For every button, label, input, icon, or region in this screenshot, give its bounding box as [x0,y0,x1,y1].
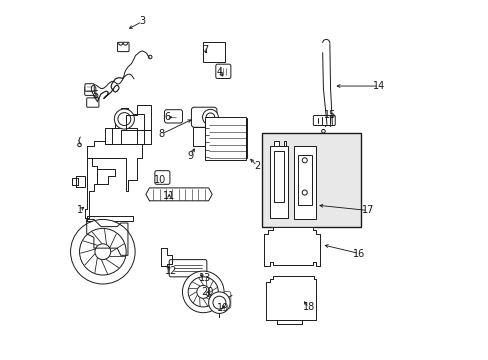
Circle shape [70,220,135,284]
Text: 2: 2 [253,161,260,171]
Text: 18: 18 [302,302,315,312]
Bar [270,146,287,218]
Text: 8: 8 [158,129,164,139]
Bar [192,127,214,146]
Bar [293,146,315,220]
Circle shape [114,109,134,129]
Bar [262,134,360,226]
Text: 6: 6 [164,112,170,122]
Polygon shape [121,130,151,144]
Text: 20: 20 [202,287,214,297]
Text: 17: 17 [361,206,374,216]
Bar [273,151,284,202]
Circle shape [182,271,224,313]
Text: 4: 4 [217,67,223,77]
Polygon shape [86,216,133,221]
Text: 15: 15 [324,110,336,120]
FancyBboxPatch shape [191,107,217,127]
FancyBboxPatch shape [155,171,169,184]
FancyBboxPatch shape [215,64,230,78]
Circle shape [95,244,110,260]
Text: 14: 14 [372,81,385,91]
FancyBboxPatch shape [117,42,129,51]
Polygon shape [265,276,316,320]
Polygon shape [86,128,142,191]
Text: 5: 5 [92,90,98,100]
FancyBboxPatch shape [313,116,335,126]
Text: 12: 12 [164,266,177,276]
Text: 9: 9 [187,150,193,161]
Polygon shape [104,108,144,144]
Polygon shape [145,188,212,201]
Polygon shape [86,220,128,255]
FancyBboxPatch shape [85,84,94,91]
Polygon shape [76,176,85,187]
Circle shape [208,292,230,314]
Circle shape [196,285,209,298]
Bar [203,42,224,62]
Bar [204,117,246,160]
FancyBboxPatch shape [86,98,99,107]
FancyBboxPatch shape [169,260,206,277]
Polygon shape [161,248,172,266]
Circle shape [202,109,218,125]
FancyBboxPatch shape [164,110,182,123]
FancyBboxPatch shape [212,292,230,309]
Text: 16: 16 [352,248,365,258]
Polygon shape [97,169,115,184]
Polygon shape [271,140,286,218]
Text: 7: 7 [202,45,208,55]
Text: 11: 11 [163,191,175,201]
Polygon shape [264,227,319,266]
FancyBboxPatch shape [84,87,96,95]
Polygon shape [126,105,151,130]
Polygon shape [85,158,97,218]
Text: 10: 10 [154,175,166,185]
Polygon shape [72,178,78,185]
Text: 1: 1 [76,206,82,216]
Bar [297,155,311,205]
Text: 13: 13 [199,273,211,283]
Text: 19: 19 [216,303,229,314]
Text: 3: 3 [139,17,145,27]
